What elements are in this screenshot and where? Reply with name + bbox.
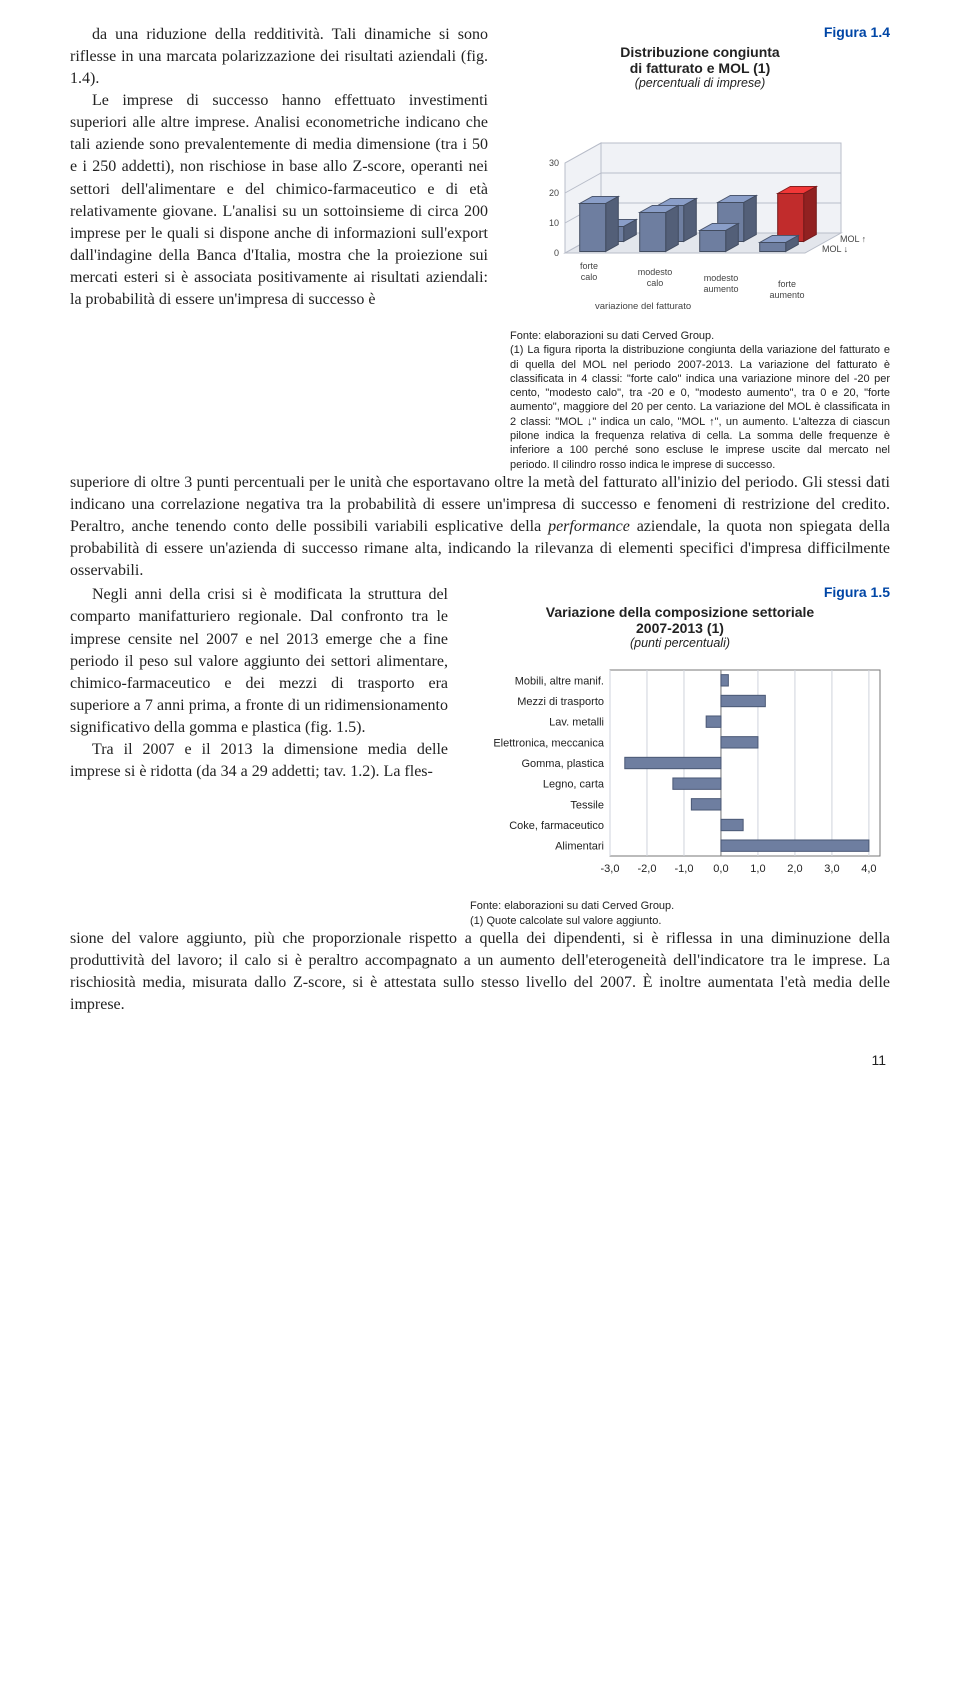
svg-text:0,0: 0,0 bbox=[713, 863, 728, 875]
svg-text:2,0: 2,0 bbox=[787, 863, 802, 875]
svg-text:Gomma, plastica: Gomma, plastica bbox=[521, 758, 604, 770]
figure-1-4-note: (1) La figura riporta la distribuzione c… bbox=[510, 344, 890, 470]
svg-text:Alimentari: Alimentari bbox=[555, 841, 604, 853]
figure-1-5-subtitle: (punti percentuali) bbox=[470, 636, 890, 650]
figure-1-4-title-line2: di fatturato e MOL (1) bbox=[510, 60, 890, 76]
figure-1-4-titleblock: Distribuzione congiunta di fatturato e M… bbox=[510, 44, 890, 90]
svg-text:MOL ↑: MOL ↑ bbox=[840, 234, 866, 244]
figure-1-4-label: Figura 1.4 bbox=[510, 24, 890, 40]
svg-text:calo: calo bbox=[581, 272, 598, 282]
figure-1-5-note: (1) Quote calcolate sul valore aggiunto. bbox=[470, 915, 661, 927]
svg-text:3,0: 3,0 bbox=[824, 863, 839, 875]
figure-1-5-title-line1: Variazione della composizione settoriale bbox=[470, 604, 890, 620]
svg-text:-1,0: -1,0 bbox=[674, 863, 693, 875]
bottom-two-column-layout: Negli anni della crisi si è modificata l… bbox=[70, 584, 890, 928]
para-4a: Tra il 2007 e il 2013 la dimensione medi… bbox=[70, 741, 448, 780]
figure-1-4-source: Fonte: elaborazioni su dati Cerved Group… bbox=[510, 330, 714, 342]
page-number: 11 bbox=[70, 1052, 890, 1068]
body-text-left-1: da una riduzione della redditività. Tali… bbox=[70, 24, 488, 311]
svg-text:Legno, carta: Legno, carta bbox=[543, 779, 605, 791]
svg-text:aumento: aumento bbox=[703, 284, 738, 294]
top-two-column-layout: da una riduzione della redditività. Tali… bbox=[70, 24, 890, 472]
svg-text:Coke, farmaceutico: Coke, farmaceutico bbox=[509, 820, 604, 832]
svg-text:0: 0 bbox=[554, 248, 559, 258]
svg-text:-2,0: -2,0 bbox=[638, 863, 657, 875]
svg-text:30: 30 bbox=[549, 158, 559, 168]
svg-text:variazione del fatturato: variazione del fatturato bbox=[595, 301, 691, 312]
figure-1-5-titleblock: Variazione della composizione settoriale… bbox=[470, 604, 890, 650]
body-text-full-2: sione del valore aggiunto, più che propo… bbox=[70, 928, 890, 1016]
svg-text:10: 10 bbox=[549, 218, 559, 228]
svg-text:Lav. metalli: Lav. metalli bbox=[549, 717, 604, 729]
svg-text:modesto: modesto bbox=[638, 267, 673, 277]
figure-1-4-title-line1: Distribuzione congiunta bbox=[510, 44, 890, 60]
svg-text:MOL ↓: MOL ↓ bbox=[822, 244, 848, 254]
para-3: Negli anni della crisi si è modificata l… bbox=[70, 586, 448, 735]
svg-text:forte: forte bbox=[580, 261, 598, 271]
svg-text:1,0: 1,0 bbox=[750, 863, 765, 875]
figure-1-5: Figura 1.5 Variazione della composizione… bbox=[470, 584, 890, 928]
para-2b-em: performance bbox=[548, 518, 630, 535]
svg-text:-3,0: -3,0 bbox=[601, 863, 620, 875]
para-2a: Le imprese di successo hanno effettuato … bbox=[70, 92, 488, 308]
figure-1-4: Figura 1.4 Distribuzione congiunta di fa… bbox=[510, 24, 890, 472]
svg-text:4,0: 4,0 bbox=[861, 863, 876, 875]
svg-text:Mezzi di trasporto: Mezzi di trasporto bbox=[517, 696, 604, 708]
svg-text:modesto: modesto bbox=[704, 273, 739, 283]
figure-1-4-chart: 0102030fortecalomodestocalomodestoaument… bbox=[510, 98, 890, 323]
body-text-full-1: superiore di oltre 3 punti percentuali p… bbox=[70, 472, 890, 582]
para-4b: sione del valore aggiunto, più che propo… bbox=[70, 930, 890, 1013]
figure-1-5-label: Figura 1.5 bbox=[470, 584, 890, 600]
figure-1-5-title-line2: 2007-2013 (1) bbox=[470, 620, 890, 636]
para-1: da una riduzione della redditività. Tali… bbox=[70, 26, 488, 87]
svg-text:calo: calo bbox=[647, 278, 664, 288]
figure-1-5-caption: Fonte: elaborazioni su dati Cerved Group… bbox=[470, 899, 890, 928]
figure-1-5-chart: -3,0 -2,0 -1,0 0,0 1,0 2,0 3,0 4,0 Mobili, altre… bbox=[470, 658, 890, 893]
figure-1-5-source: Fonte: elaborazioni su dati Cerved Group… bbox=[470, 900, 674, 912]
svg-text:Mobili, altre manif.: Mobili, altre manif. bbox=[515, 676, 604, 688]
figure-1-4-subtitle: (percentuali di imprese) bbox=[510, 76, 890, 90]
svg-text:20: 20 bbox=[549, 188, 559, 198]
svg-text:Tessile: Tessile bbox=[570, 800, 604, 812]
svg-text:aumento: aumento bbox=[769, 290, 804, 300]
svg-text:Elettronica, meccanica: Elettronica, meccanica bbox=[493, 738, 605, 750]
figure-1-4-caption: Fonte: elaborazioni su dati Cerved Group… bbox=[510, 329, 890, 472]
svg-text:forte: forte bbox=[778, 279, 796, 289]
body-text-left-2: Negli anni della crisi si è modificata l… bbox=[70, 584, 448, 783]
